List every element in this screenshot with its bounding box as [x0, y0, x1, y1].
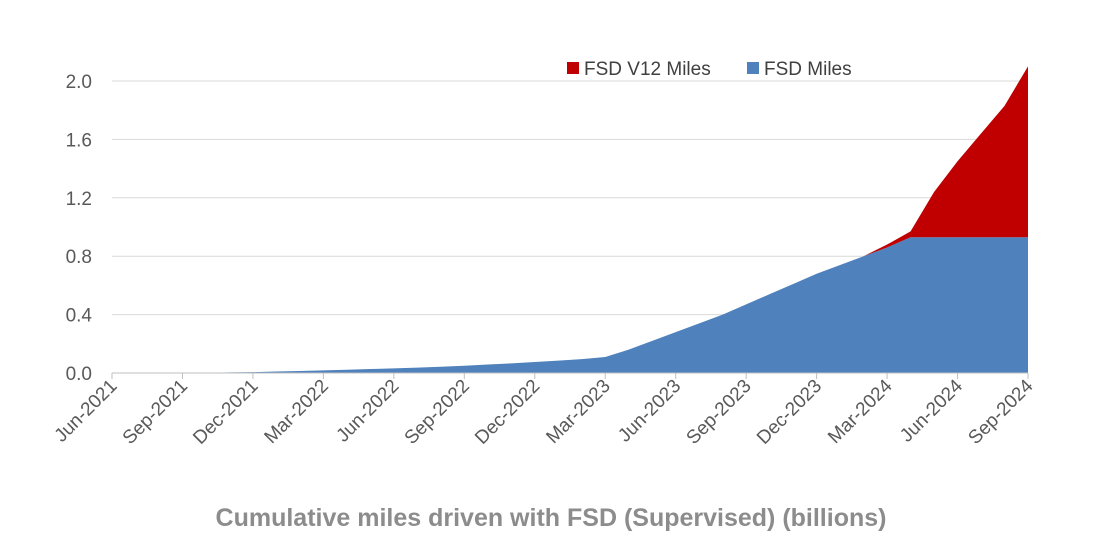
legend-label-fsd-miles: FSD Miles [764, 59, 852, 80]
x-tick-label: Jun-2024 [896, 375, 967, 446]
x-tick-label: Mar-2024 [824, 375, 897, 448]
y-tick-label: 0.0 [66, 364, 92, 385]
legend-swatch-fsd-miles [747, 62, 759, 74]
x-tick-label: Jun-2023 [614, 376, 685, 447]
area-fsd-miles [112, 237, 1028, 373]
y-tick-label: 0.4 [66, 306, 93, 327]
x-tick-label: Sep-2023 [683, 376, 756, 449]
x-tick-label: Jun-2022 [333, 376, 404, 447]
y-tick-label: 1.6 [66, 130, 92, 151]
y-tick-label: 1.2 [66, 189, 92, 210]
x-tick-label: Sep-2022 [401, 376, 474, 449]
legend-label-fsd-v12-miles: FSD V12 Miles [584, 59, 711, 80]
x-tick-label: Jun-2021 [51, 376, 122, 447]
x-tick-label: Mar-2023 [542, 376, 614, 448]
x-tick-label: Dec-2022 [471, 376, 544, 449]
x-tick-label: Sep-2021 [119, 376, 192, 449]
y-tick-label: 2.0 [66, 72, 92, 93]
area-series [112, 66, 1028, 374]
legend: FSD V12 Miles FSD Miles [567, 59, 852, 80]
x-tick-label: Sep-2024 [964, 375, 1037, 448]
x-tick-label: Mar-2022 [261, 376, 333, 448]
legend-swatch-fsd-v12-miles [567, 62, 579, 74]
y-tick-label: 0.8 [66, 247, 92, 268]
x-tick-label: Dec-2021 [189, 376, 262, 449]
x-tick-label: Dec-2023 [753, 376, 826, 449]
chart-title: Cumulative miles driven with FSD (Superv… [216, 504, 887, 532]
